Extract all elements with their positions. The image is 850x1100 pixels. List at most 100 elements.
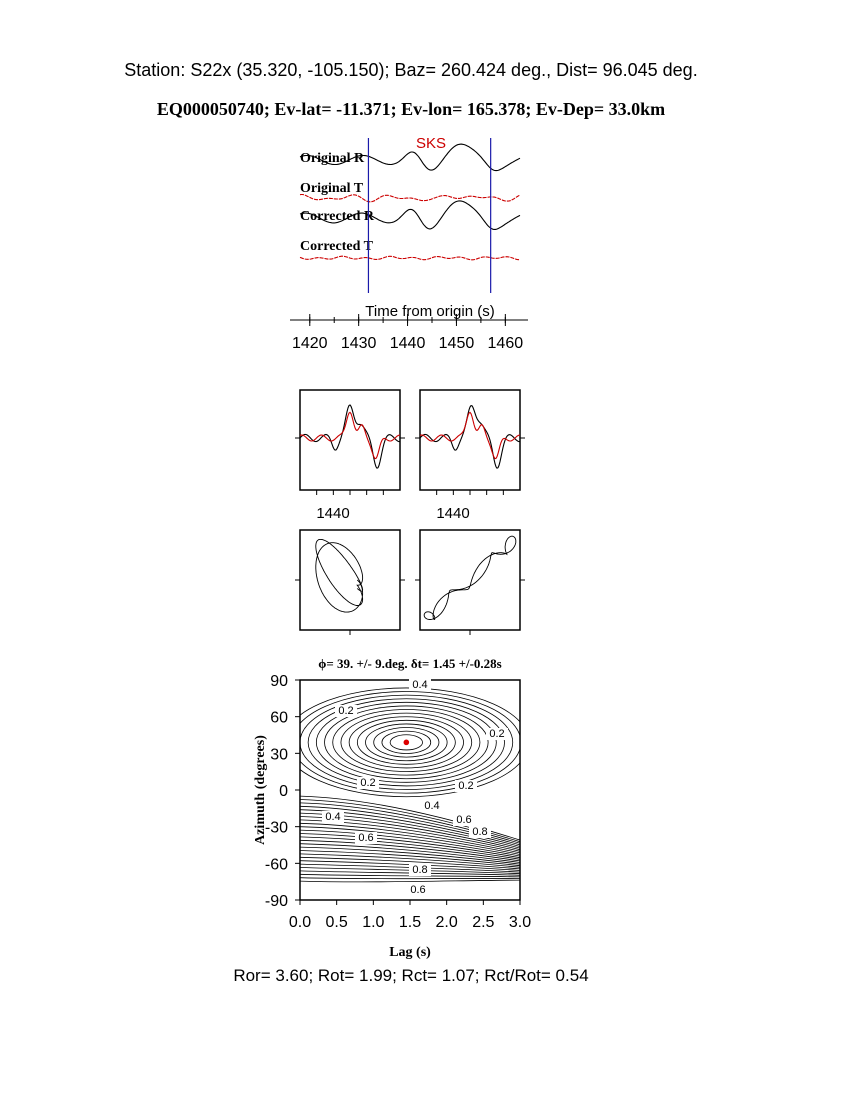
contour-upper [307, 698, 505, 787]
contour-label: 0.2 [458, 780, 473, 792]
contour-label-bg [409, 864, 431, 876]
contour-label-bg [407, 884, 429, 896]
contour-lower [300, 843, 520, 863]
contour-lower [300, 829, 520, 857]
best-fit-marker [403, 739, 410, 746]
contour-value-labels: 0.40.20.20.2 0.20.40.4 0.60.80.60.80.6 [322, 679, 508, 896]
contour-lower [300, 826, 520, 855]
trace-original-r [299, 143, 521, 172]
ratios-line: Ror= 3.60; Rot= 1.99; Rct= 1.07; Rct/Rot… [233, 966, 588, 985]
energy-contour-panel: ϕ= 39. +/- 9.deg. δt= 1.45 +/-0.28s 0.4 0… [253, 656, 531, 960]
azimuth-tick-label: 30 [270, 746, 288, 763]
lag-tick-label: 1.0 [362, 914, 384, 931]
trace-label-original-t: Original T [300, 181, 364, 196]
contour-label: 0.6 [410, 884, 425, 896]
time-axis-label: Time from origin (s) [365, 303, 494, 320]
contour-label-bg [453, 814, 475, 826]
trace-label-corrected-t: Corrected T [300, 239, 374, 254]
contour-lower [300, 795, 520, 841]
contour-lower [300, 836, 520, 860]
waveform-panel: SKS Original R Original T Corrected R Co… [290, 135, 528, 352]
contour-upper [324, 705, 489, 780]
azimuth-tick-label: -30 [265, 820, 288, 837]
particle-wave-red [299, 411, 401, 460]
contour-upper [332, 709, 481, 776]
contour-lower [300, 879, 520, 883]
azimuth-tick-label: -60 [265, 856, 288, 873]
contour-label-bg [469, 826, 491, 838]
contour-lower [300, 805, 520, 846]
contour-lower [300, 833, 520, 859]
contour-upper [348, 716, 464, 769]
contour-lower [300, 850, 520, 867]
contour-label-bg [335, 705, 357, 717]
azimuth-tick-label: 60 [270, 710, 288, 727]
contour-label-bg [421, 800, 443, 812]
trace-label-original-r: Original R [300, 151, 365, 166]
contour-upper [300, 687, 520, 798]
contour-lines [300, 687, 520, 883]
contour-label: 0.4 [325, 811, 340, 823]
contour-upper [315, 701, 497, 783]
contour-label: 0.8 [472, 826, 487, 838]
time-tick-label: 1440 [390, 335, 426, 352]
contour-label-bg [357, 777, 379, 789]
time-axis-ticks: 1420 1430 1440 1450 1460 [292, 314, 523, 352]
particle-motion-frame [299, 529, 401, 631]
contour-label: 0.2 [338, 705, 353, 717]
time-tick-label: 1450 [439, 335, 475, 352]
trace-label-corrected-r: Corrected R [300, 209, 375, 224]
azimuth-tick-label: -90 [265, 893, 288, 910]
time-tick-label: 1430 [341, 335, 377, 352]
contour-label: 0.4 [412, 679, 427, 691]
contour-lower [300, 856, 520, 870]
contour-lower [300, 877, 520, 880]
particle-wave-black [419, 404, 520, 469]
time-tick-label: 1420 [292, 335, 328, 352]
contour-label: 0.6 [456, 814, 471, 826]
contour-label-bg [355, 832, 377, 844]
particle-wave-black [299, 404, 400, 469]
contour-upper [389, 734, 423, 751]
contour-label: 0.4 [424, 800, 439, 812]
contour-label: 0.6 [358, 832, 373, 844]
contour-title: ϕ= 39. +/- 9.deg. δt= 1.45 +/-0.28s [318, 656, 502, 671]
lag-axis-label: Lag (s) [389, 945, 431, 960]
contour-lower [300, 802, 520, 844]
contour-label-bg [322, 811, 344, 823]
contour-label: 0.2 [489, 728, 504, 740]
contour-label-bg [409, 679, 431, 691]
contour-label-bg [486, 728, 508, 740]
contour-label-bg [455, 780, 477, 792]
contour-lower [300, 846, 520, 865]
contour-upper [300, 694, 514, 790]
station-title: Station: S22x (35.320, -105.150); Baz= 2… [124, 60, 697, 80]
trace-corrected-r [299, 200, 521, 230]
particle-waveform-panels [295, 389, 525, 495]
contour-lower [300, 799, 520, 843]
waveform-traces [299, 143, 521, 261]
lag-tick-label: 3.0 [509, 914, 531, 931]
lag-tick-label: 1.5 [399, 914, 421, 931]
azimuth-axis-label: Azimuth (degrees) [253, 735, 268, 845]
contour-upper [365, 723, 448, 762]
azimuth-tick-label: 0 [279, 783, 288, 800]
contour-upper [300, 691, 520, 794]
time-tick-label: 1460 [488, 335, 524, 352]
trace-corrected-t [299, 255, 521, 261]
lag-tick-label: 2.0 [436, 914, 458, 931]
particle-wave-tick-left: 1440 [316, 505, 349, 522]
contour-label: 0.8 [412, 864, 427, 876]
lag-axis-ticks: 0.0 0.5 1.0 1.5 2.0 2.5 3.0 [289, 900, 531, 931]
contour-lower [300, 822, 520, 854]
azimuth-tick-label: 90 [270, 673, 288, 690]
particle-motion-panels [295, 529, 525, 635]
contour-lower [300, 839, 520, 862]
event-title: EQ000050740; Ev-lat= -11.371; Ev-lon= 16… [157, 99, 665, 119]
contour-upper [373, 727, 440, 758]
contour-upper [381, 730, 432, 754]
lag-tick-label: 0.5 [326, 914, 348, 931]
particle-motion-trace [315, 538, 364, 613]
contour-label: 0.2 [360, 777, 375, 789]
